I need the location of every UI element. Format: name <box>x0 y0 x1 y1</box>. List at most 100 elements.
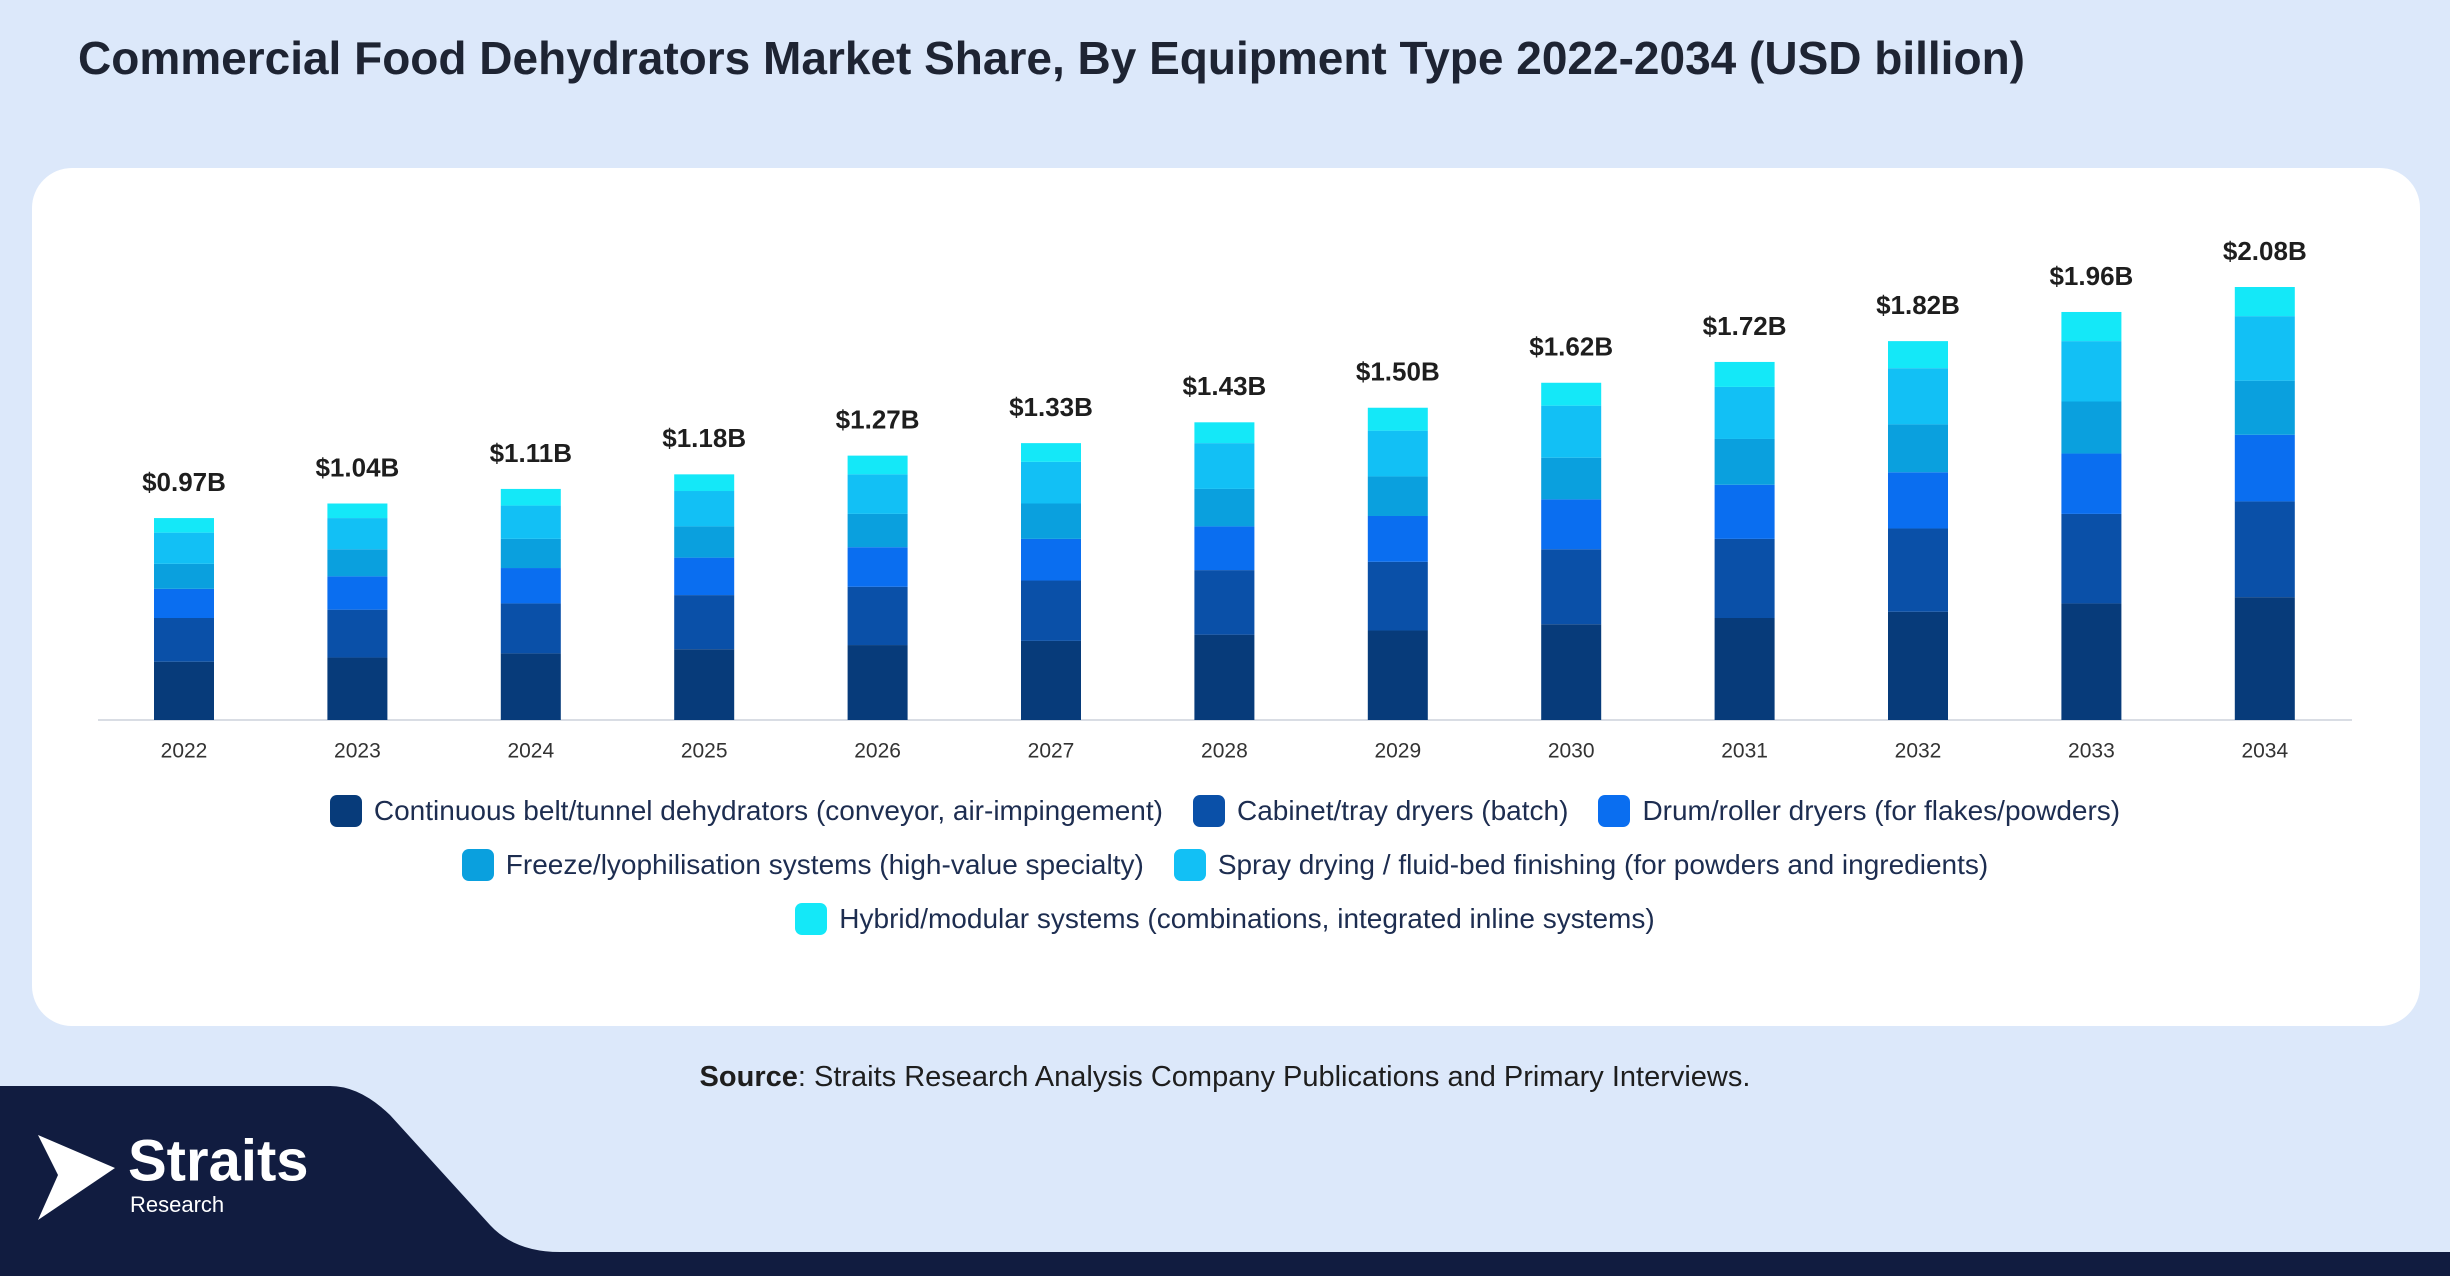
bar-segment <box>2234 501 2295 598</box>
legend-row: Freeze/lyophilisation systems (high-valu… <box>461 849 1988 881</box>
bar-segment <box>2234 287 2295 317</box>
bar-segment <box>674 649 735 720</box>
legend: Continuous belt/tunnel dehydrators (conv… <box>0 795 2450 935</box>
bar-segment <box>154 518 214 533</box>
bar-segment <box>2061 311 2122 342</box>
legend-swatch <box>329 795 362 827</box>
bar-segment <box>1367 407 1428 431</box>
bar-segment <box>1541 405 1602 458</box>
legend-label: Cabinet/tray dryers (batch) <box>1236 795 1569 826</box>
total-label: $1.62B <box>1529 332 1613 362</box>
bar-segment <box>1714 538 1775 618</box>
bar-segment <box>1021 580 1081 641</box>
bar-segment <box>1888 528 1948 612</box>
bar-segment <box>2234 380 2295 435</box>
total-label: $1.27B <box>836 404 920 434</box>
bar-segment <box>500 538 561 569</box>
bar-segment <box>327 549 388 577</box>
bar-segment <box>674 526 735 558</box>
bar-segment <box>2234 316 2295 381</box>
total-label: $2.08B <box>2223 236 2307 266</box>
x-tick-label: 2031 <box>1721 740 1768 763</box>
bar-segment <box>674 557 735 596</box>
bar-segment <box>154 563 214 589</box>
total-label: $1.04B <box>315 452 399 482</box>
legend-item: Spray drying / fluid-bed finishing (for … <box>1173 849 1988 881</box>
bar-segment <box>1194 570 1255 635</box>
bar-segment <box>847 513 908 548</box>
x-tick-label: 2033 <box>2068 740 2115 763</box>
legend-swatch <box>795 903 828 935</box>
bar-segment <box>327 576 388 610</box>
x-tick-label: 2030 <box>1548 740 1595 763</box>
bar-segment <box>1888 368 1948 425</box>
legend-swatch <box>1173 849 1206 881</box>
band <box>0 1030 2450 1276</box>
bar-segment <box>1367 476 1428 516</box>
bar-segment <box>847 645 908 720</box>
bar-segment <box>1367 515 1428 562</box>
bar-segment <box>847 586 908 646</box>
x-tick-label: 2029 <box>1374 740 1421 763</box>
x-tick-label: 2023 <box>334 740 381 763</box>
logo-icon <box>38 1135 115 1220</box>
bar-segment <box>1367 430 1428 477</box>
legend-item: Cabinet/tray dryers (batch) <box>1192 795 1569 827</box>
bar-segment <box>1888 424 1948 473</box>
bar-segment <box>1714 361 1775 387</box>
bar-segment <box>1541 499 1602 550</box>
bar-segment <box>1541 382 1602 406</box>
total-label: $1.33B <box>1009 392 1093 422</box>
bar-segment <box>500 505 561 539</box>
footer-shape <box>0 1086 2450 1276</box>
bar-segment <box>1021 443 1081 462</box>
bar-segment <box>1367 630 1428 720</box>
total-label: $1.11B <box>490 438 572 468</box>
bar-segment <box>2061 341 2122 402</box>
total-label: $1.96B <box>2049 261 2133 291</box>
legend-swatch <box>1598 795 1631 827</box>
total-label: $1.72B <box>1703 311 1787 341</box>
legend-item: Continuous belt/tunnel dehydrators (conv… <box>329 795 1163 827</box>
x-tick-label: 2026 <box>854 740 901 763</box>
legend-label: Freeze/lyophilisation systems (high-valu… <box>505 849 1144 880</box>
legend-row: Hybrid/modular systems (combinations, in… <box>795 903 1655 935</box>
bar-segment <box>1541 624 1602 720</box>
total-label: $0.97B <box>142 467 226 497</box>
bar-segment <box>847 474 908 514</box>
bar-segment <box>1888 611 1948 720</box>
legend-item: Drum/roller dryers (for flakes/powders) <box>1598 795 2120 827</box>
total-label: $1.43B <box>1182 371 1266 401</box>
bar-segment <box>1194 443 1255 489</box>
x-tick-label: 2028 <box>1201 740 1248 763</box>
bar-segment <box>1021 538 1081 581</box>
bar-segment <box>1541 457 1602 500</box>
x-tick-label: 2032 <box>1895 740 1942 763</box>
x-tick-label: 2027 <box>1028 740 1075 763</box>
bar-segment <box>1714 438 1775 485</box>
logo-sub: Research <box>130 1192 224 1217</box>
bar-segment <box>2061 513 2122 604</box>
bar-segment <box>154 588 214 618</box>
bar-segment <box>674 491 735 527</box>
bar-segment <box>674 595 735 650</box>
x-tick-label: 2034 <box>2241 740 2288 763</box>
bar-segment <box>2061 401 2122 454</box>
legend-row: Continuous belt/tunnel dehydrators (conv… <box>329 795 2120 827</box>
bar-segment <box>327 518 388 550</box>
logo-name: Straits <box>128 1128 309 1193</box>
source: Source: Straits Research Analysis Compan… <box>700 1061 1751 1093</box>
legend-swatch <box>1192 795 1225 827</box>
bar-segment <box>1714 484 1775 539</box>
bar-segment <box>1194 634 1255 720</box>
bar-segment <box>1194 422 1255 444</box>
chart-title: Commercial Food Dehydrators Market Share… <box>78 32 2025 84</box>
bar-segment <box>500 653 561 720</box>
bar-segment <box>327 657 388 720</box>
bar-segment <box>154 661 214 720</box>
legend-swatch <box>461 849 494 881</box>
bar-segment <box>1194 488 1255 527</box>
bar-segment <box>500 603 561 654</box>
